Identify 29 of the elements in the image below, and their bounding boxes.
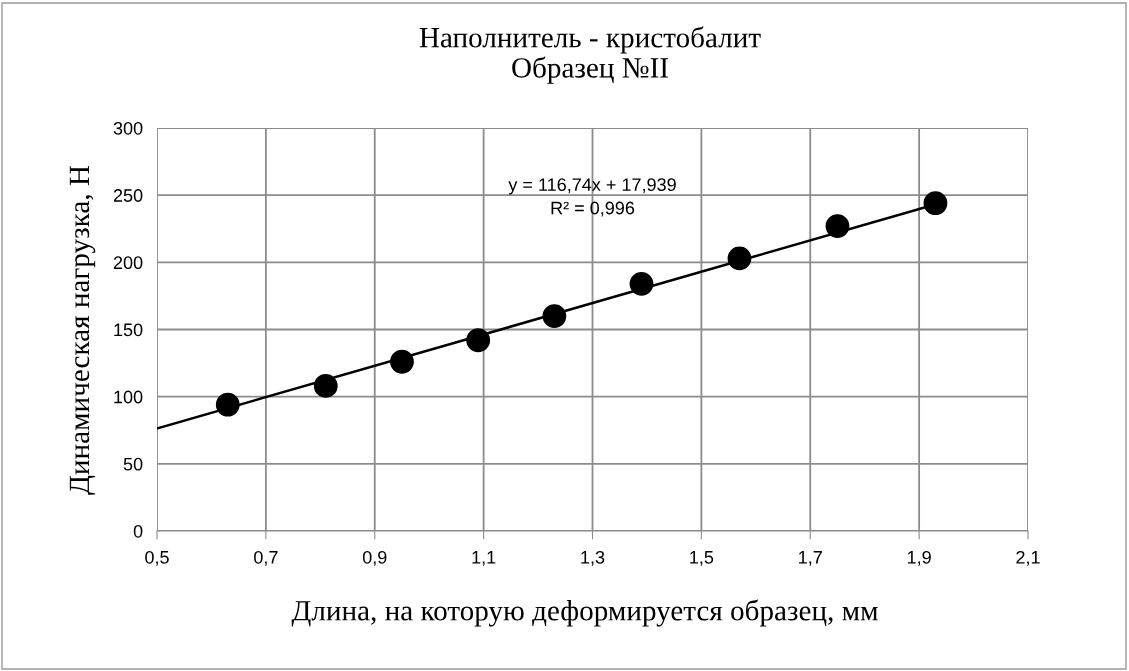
point <box>466 328 491 353</box>
annotation: y = 116,74x + 17,939 R² = 0,996 <box>508 178 676 217</box>
x-tick-label: 1,7 <box>799 551 822 566</box>
x-tick-label: 0,7 <box>254 550 278 566</box>
y-tick-label: 200 <box>113 256 143 270</box>
x-axis-title: Длина, на которую деформируется образец, мм <box>291 599 878 627</box>
y-tick-label: 150 <box>114 323 143 337</box>
y-tick-label: 50 <box>123 457 143 471</box>
point <box>390 349 414 374</box>
point <box>923 191 948 216</box>
x-tick-label: 1,3 <box>581 550 605 566</box>
x-tick-label: 1,5 <box>690 551 714 566</box>
x-tick-label: 2,1 <box>1016 550 1040 566</box>
y-tick-label: 250 <box>113 189 143 202</box>
point <box>542 304 567 328</box>
chart-title: Наполнитель - кристобалит Образец №II <box>419 26 761 84</box>
point <box>215 392 240 417</box>
point <box>629 271 654 296</box>
point <box>313 374 338 398</box>
point <box>825 214 850 238</box>
y-tick-label: 300 <box>113 121 143 135</box>
x-tick-label: 0,5 <box>145 550 169 566</box>
y-axis-title: Динамическая нагрузка, Н <box>69 165 96 495</box>
y-tick-label: 100 <box>114 390 143 404</box>
point <box>727 246 752 271</box>
x-tick-label: 0,9 <box>362 550 387 566</box>
y-tick-label: 0 <box>133 524 143 538</box>
x-tick-label: 1,1 <box>472 551 496 566</box>
x-tick-label: 1,9 <box>907 550 931 566</box>
